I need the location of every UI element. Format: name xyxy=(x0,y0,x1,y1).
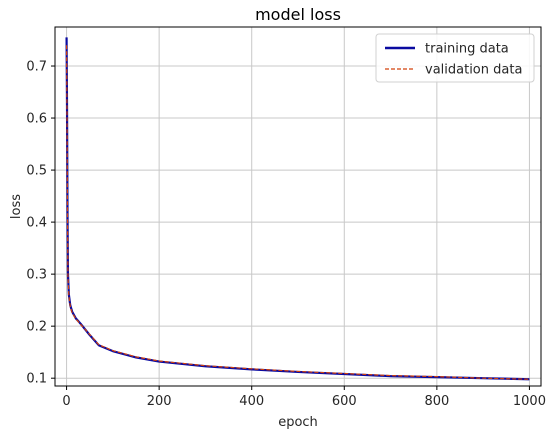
legend-training-label: training data xyxy=(425,42,509,57)
y-tick-label: 0.2 xyxy=(26,320,47,335)
x-axis-label: epoch xyxy=(278,415,318,430)
x-tick-label: 600 xyxy=(332,394,357,409)
ticks: 0 200 400 600 800 1000 0.1 0.2 0.3 0.4 0.5 0.6 0.7 xyxy=(26,60,546,409)
y-tick-label: 0.3 xyxy=(26,268,47,283)
x-tick-label: 0 xyxy=(62,394,70,409)
series-group xyxy=(65,37,530,381)
validation-data-line xyxy=(65,45,530,380)
y-axis-label: loss xyxy=(9,194,24,219)
x-tick-label: 200 xyxy=(147,394,172,409)
x-tick-label: 1000 xyxy=(513,394,546,409)
y-tick-label: 0.5 xyxy=(26,164,47,179)
legend: training data validation data xyxy=(375,33,535,83)
training-data-line xyxy=(65,37,530,381)
plot-frame xyxy=(54,26,542,387)
x-tick-label: 800 xyxy=(424,394,449,409)
y-tick-label: 0.7 xyxy=(26,60,47,75)
x-tick-label: 400 xyxy=(239,394,264,409)
chart-title: model loss xyxy=(255,5,341,24)
y-tick-label: 0.1 xyxy=(26,372,47,387)
y-tick-label: 0.4 xyxy=(26,216,47,231)
y-tick-label: 0.6 xyxy=(26,112,47,127)
legend-box xyxy=(375,33,535,83)
legend-validation-label: validation data xyxy=(425,63,522,78)
